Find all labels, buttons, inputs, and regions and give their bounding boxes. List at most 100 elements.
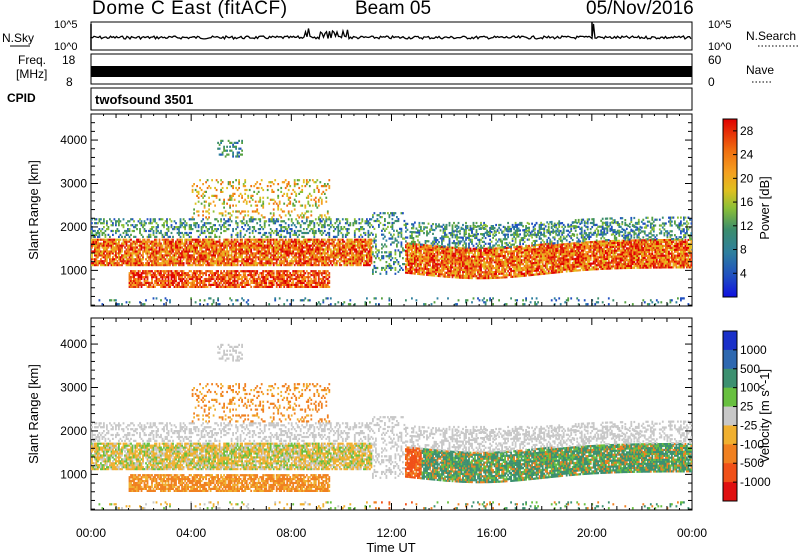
range-gate-cell [212, 254, 215, 257]
range-gate-cell [314, 270, 317, 273]
range-gate-cell [95, 264, 98, 267]
range-gate-cell [316, 179, 319, 182]
range-gate-cell [148, 270, 150, 273]
range-gate-cell [220, 183, 222, 186]
range-gate-cell [378, 219, 380, 223]
range-gate-cell [314, 231, 317, 235]
range-gate-cell [320, 256, 323, 259]
range-gate-cell [429, 244, 431, 247]
range-gate-cell [260, 204, 263, 207]
range-gate-cell [275, 283, 278, 286]
range-gate-cell [337, 248, 340, 251]
range-gate-cell [350, 242, 353, 245]
range-gate-cell [149, 256, 152, 259]
range-gate-cell [347, 248, 350, 251]
range-gate-cell [157, 283, 159, 286]
range-gate-cell [133, 220, 135, 223]
range-gate-cell [311, 254, 314, 257]
range-gate-cell [161, 274, 164, 277]
range-gate-cell [271, 216, 274, 219]
range-gate-cell [430, 226, 433, 229]
range-gate-cell [127, 244, 129, 247]
range-gate-cell [326, 224, 329, 227]
range-gate-cell [429, 230, 431, 233]
range-gate-cell [323, 214, 326, 217]
range-gate-cell [220, 256, 222, 259]
range-gate-cell [196, 242, 198, 245]
range-gate-cell [283, 281, 286, 284]
range-gate-cell [148, 244, 150, 247]
range-gate-cell [359, 233, 362, 236]
range-gate-cell [235, 274, 237, 277]
range-gate-cell [244, 198, 247, 201]
range-gate-cell [158, 244, 161, 247]
range-gate-cell [314, 238, 317, 241]
range-gate-cell [349, 250, 352, 253]
range-gate-cell [146, 218, 149, 221]
range-gate-cell [163, 235, 165, 238]
range-gate-cell [426, 256, 428, 259]
range-gate-cell [188, 258, 191, 261]
range-gate-cell [378, 214, 380, 217]
range-gate-cell [256, 272, 259, 275]
range-gate-cell [140, 222, 143, 225]
range-gate-cell [101, 264, 104, 267]
range-gate-cell [323, 276, 326, 279]
range-gate-cell [411, 242, 413, 245]
range-gate-cell [427, 250, 430, 253]
range-gate-cell [325, 276, 328, 279]
range-gate-cell [230, 233, 233, 236]
range-gate-cell [307, 248, 310, 251]
range-gate-cell [125, 244, 128, 247]
range-gate-cell [217, 285, 219, 288]
range-gate-cell [269, 220, 272, 223]
range-gate-cell [197, 264, 200, 267]
range-gate-cell [388, 253, 391, 256]
range-gate-cell [379, 259, 382, 262]
range-gate-cell [277, 244, 280, 247]
range-gate-cell [256, 250, 259, 253]
range-gate-cell [381, 216, 383, 219]
range-gate-cell [190, 260, 192, 263]
range-gate-cell [250, 258, 253, 261]
range-gate-cell [353, 229, 356, 233]
range-gate-cell [438, 247, 440, 250]
range-gate-cell [212, 301, 215, 304]
range-gate-cell [193, 248, 195, 251]
range-gate-cell [232, 260, 234, 263]
range-gate-cell [112, 242, 114, 245]
range-gate-cell [227, 264, 230, 267]
range-gate-cell [194, 244, 197, 247]
range-gate-cell [415, 255, 418, 258]
range-gate-cell [271, 190, 274, 193]
range-gate-cell [239, 246, 242, 249]
range-gate-cell [128, 301, 131, 304]
range-gate-cell [269, 240, 272, 243]
range-gate-cell [418, 251, 421, 254]
range-gate-cell [239, 192, 242, 195]
range-gate-cell [97, 229, 99, 233]
range-gate-cell [197, 277, 200, 281]
range-gate-cell [260, 246, 263, 249]
range-gate-cell [341, 303, 344, 306]
range-gate-cell [284, 246, 287, 249]
range-gate-cell [382, 257, 385, 260]
range-gate-cell [254, 244, 257, 247]
range-gate-cell [290, 210, 293, 213]
range-gate-cell [323, 220, 326, 223]
range-gate-cell [412, 266, 415, 269]
range-gate-cell [430, 248, 433, 251]
range-gate-cell [390, 266, 392, 270]
range-gate-cell [287, 183, 290, 186]
range-gate-cell [214, 252, 216, 255]
range-gate-cell [314, 285, 317, 288]
range-gate-cell [229, 274, 231, 277]
range-gate-cell [293, 224, 296, 227]
nsearch-tick-bottom: 10^0 [708, 41, 732, 53]
range-gate-cell [206, 277, 209, 281]
range-gate-cell [134, 283, 137, 286]
range-gate-cell [197, 258, 200, 261]
range-gate-cell [412, 250, 415, 253]
range-gate-cell [226, 145, 228, 148]
